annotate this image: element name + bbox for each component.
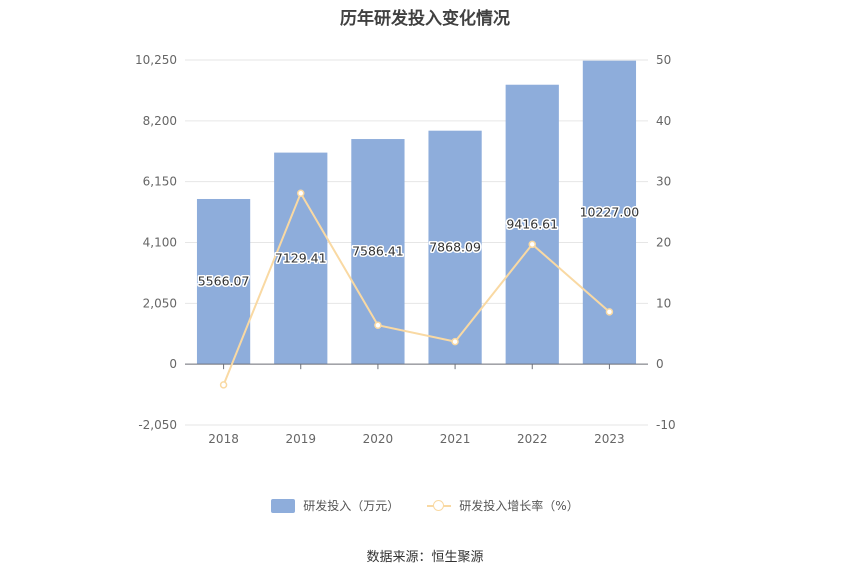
- y-left-tick-label: -2,050: [138, 418, 177, 432]
- chart-title: 历年研发投入变化情况: [340, 9, 510, 29]
- bar-rd-investment[interactable]: [274, 152, 328, 365]
- bar-data-label: 7868.09: [429, 239, 481, 254]
- y-right-tick-label: 40: [656, 114, 671, 128]
- point-growth-rate[interactable]: [219, 381, 228, 389]
- y-right-tick-label: 10: [656, 296, 671, 310]
- y-right-tick-label: 20: [656, 236, 671, 250]
- point-growth-rate[interactable]: [297, 189, 305, 197]
- y-left-tick-label: 6,150: [143, 175, 177, 189]
- y-left-tick-label: 4,100: [143, 236, 177, 250]
- bar-data-label: 7129.41: [275, 250, 327, 265]
- y-right-tick-label: 30: [656, 175, 671, 189]
- bar-rd-investment[interactable]: [428, 130, 482, 365]
- y-right-tick-label: 0: [656, 357, 664, 371]
- legend-item-rd-investment[interactable]: 研发投入（万元）: [271, 497, 399, 514]
- point-growth-rate[interactable]: [528, 240, 536, 249]
- bar-data-label: 10227.00: [580, 204, 640, 219]
- point-growth-rate[interactable]: [374, 321, 382, 329]
- point-growth-rate[interactable]: [451, 337, 459, 346]
- bar-rd-investment[interactable]: [505, 84, 559, 365]
- chart-legend: 研发投入（万元） 研发投入增长率（%）: [0, 497, 850, 514]
- y-left-tick-label: 2,050: [143, 296, 177, 310]
- x-tick-label: 2023: [594, 432, 625, 446]
- y-left-tick-label: 10,250: [135, 53, 177, 67]
- y-left-tick-label: 8,200: [143, 114, 177, 128]
- x-tick-label: 2022: [517, 432, 548, 446]
- legend-swatch-bar: [271, 498, 296, 513]
- legend-label-growth-rate: 研发投入增长率（%）: [459, 499, 579, 513]
- y-right-tick-label: 50: [656, 53, 671, 67]
- y-left-tick-label: 0: [169, 357, 177, 371]
- y-right-tick-label: -10: [656, 418, 676, 432]
- x-tick-label: 2019: [285, 432, 316, 446]
- bar-data-label: 9416.61: [506, 216, 558, 231]
- legend-item-growth-rate[interactable]: 研发投入增长率（%）: [427, 497, 579, 514]
- legend-swatch-line: [427, 499, 452, 513]
- bar-data-label: 7586.41: [352, 244, 404, 259]
- x-tick-label: 2020: [363, 432, 394, 446]
- line-growth-rate: [222, 190, 611, 386]
- x-tick-label: 2018: [208, 432, 239, 446]
- point-growth-rate[interactable]: [605, 308, 614, 316]
- legend-label-rd-investment: 研发投入（万元）: [303, 499, 400, 513]
- data-source: 数据来源：恒生聚源: [366, 550, 484, 565]
- bar-data-label: 5566.07: [198, 274, 250, 289]
- bar-rd-investment[interactable]: [196, 198, 251, 365]
- x-tick-label: 2021: [440, 432, 471, 446]
